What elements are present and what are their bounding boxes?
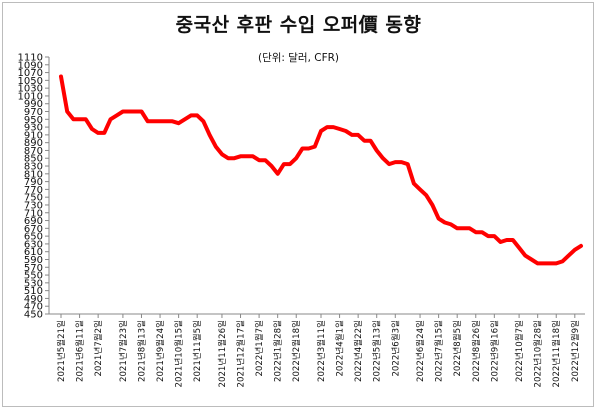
y-tick-label: 830 [24,162,43,173]
x-tick-label: 2022년7월15일 [433,320,445,382]
x-tick-label: 2022년5월13일 [371,320,383,382]
x-tick-label: 2022년3월11일 [315,320,327,382]
chart-subtitle: (단위: 달러, CFR) [257,52,340,64]
y-tick-label: 510 [24,286,43,297]
x-tick-label: 2022년1월28일 [272,320,284,382]
y-tick-label: 710 [24,208,43,219]
x-tick-label: 2021년6월11일 [74,320,86,382]
x-tick-label: 2021년7월23일 [117,320,129,382]
x-tick-label: 2022년12월9일 [569,320,581,382]
y-tick-label: 750 [24,193,43,204]
x-tick-label: 2022년8월26일 [470,320,482,382]
y-tick-label: 970 [24,107,43,118]
chart-frame [2,2,594,407]
y-tick-label: 770 [24,185,43,196]
x-tick-label: 2021년5월21일 [55,320,67,382]
y-tick-label: 630 [24,239,43,250]
y-tick-label: 730 [24,200,43,211]
x-tick-label: 2021년12월17일 [235,320,247,388]
x-axis-ticks: 2021년5월21일 2021년6월11일 2021년7월2일 2021년7월23일 2… [55,314,581,387]
y-tick-label: 450 [24,310,43,321]
x-tick-label: 2022년9월16일 [488,320,500,382]
y-tick-label: 1050 [18,76,43,87]
y-tick-label: 1110 [18,53,43,64]
x-tick-label: 2022년10월7일 [513,320,525,382]
y-tick-label: 950 [24,115,43,126]
y-tick-label: 930 [24,123,43,134]
y-tick-label: 890 [24,138,43,149]
y-tick-label: 670 [24,224,43,235]
y-tick-label: 1010 [18,91,43,102]
x-tick-label: 2022년11월18일 [550,320,562,388]
y-tick-label: 1090 [18,60,43,71]
x-tick-label: 2021년11월26일 [216,320,228,388]
x-tick-label: 2021년8월13일 [135,320,147,382]
axes [48,57,585,315]
y-tick-label: 870 [24,146,43,157]
x-tick-label: 2022년8월5일 [451,320,463,377]
y-tick-label: 610 [24,247,43,258]
x-tick-label: 2022년6월3일 [389,320,401,377]
x-tick-label: 2022년4월22일 [352,320,364,382]
x-tick-label: 2021년11월5일 [191,320,203,382]
price-series-line [59,74,583,266]
y-tick-label: 1070 [18,68,43,79]
y-tick-label: 990 [24,99,43,110]
x-tick-label: 2022년2월18일 [290,320,302,382]
y-tick-label: 490 [24,294,43,305]
y-tick-label: 910 [24,130,43,141]
y-tick-label: 810 [24,169,43,180]
y-tick-label: 650 [24,232,43,243]
y-tick-label: 1030 [18,84,43,95]
x-tick-label: 2021년7월2일 [92,320,104,377]
x-tick-label: 2022년4월1일 [334,320,346,377]
y-tick-label: 850 [24,154,43,165]
x-tick-label: 2021년10월15일 [173,320,185,388]
y-axis-ticks: 4504704905105305505705906106306506706907… [18,53,49,321]
x-tick-label: 2022년10월28일 [532,320,544,388]
y-tick-label: 470 [24,302,43,313]
y-tick-label: 790 [24,177,43,188]
y-tick-label: 550 [24,271,43,282]
x-tick-label: 2022년1월7일 [253,320,265,377]
y-tick-label: 530 [24,278,43,289]
y-tick-label: 590 [24,255,43,266]
y-tick-label: 570 [24,263,43,274]
x-tick-label: 2022년6월24일 [414,320,426,382]
y-tick-label: 690 [24,216,43,227]
chart-title: 중국산 후판 수입 오퍼價 동향 [175,14,422,36]
x-tick-label: 2021년9월24일 [154,320,166,382]
